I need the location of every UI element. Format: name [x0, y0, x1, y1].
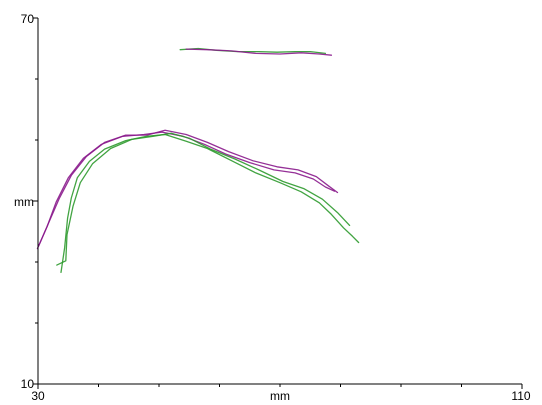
x-tick-label-max: 110 — [511, 389, 530, 403]
series-line-6 — [56, 132, 351, 266]
series-line-2 — [37, 129, 339, 247]
x-axis-label: mm — [270, 389, 290, 403]
series-line-5 — [60, 133, 360, 274]
y-axis-label: mm — [14, 195, 34, 209]
tick-layer — [33, 17, 523, 389]
series-layer — [36, 47, 360, 274]
y-tick-label-min: 10 — [21, 377, 35, 391]
series-line-1 — [36, 131, 336, 250]
series-line-4 — [185, 48, 333, 56]
y-tick-label-max: 70 — [21, 12, 35, 26]
x-tick-label-min: 30 — [31, 389, 45, 403]
